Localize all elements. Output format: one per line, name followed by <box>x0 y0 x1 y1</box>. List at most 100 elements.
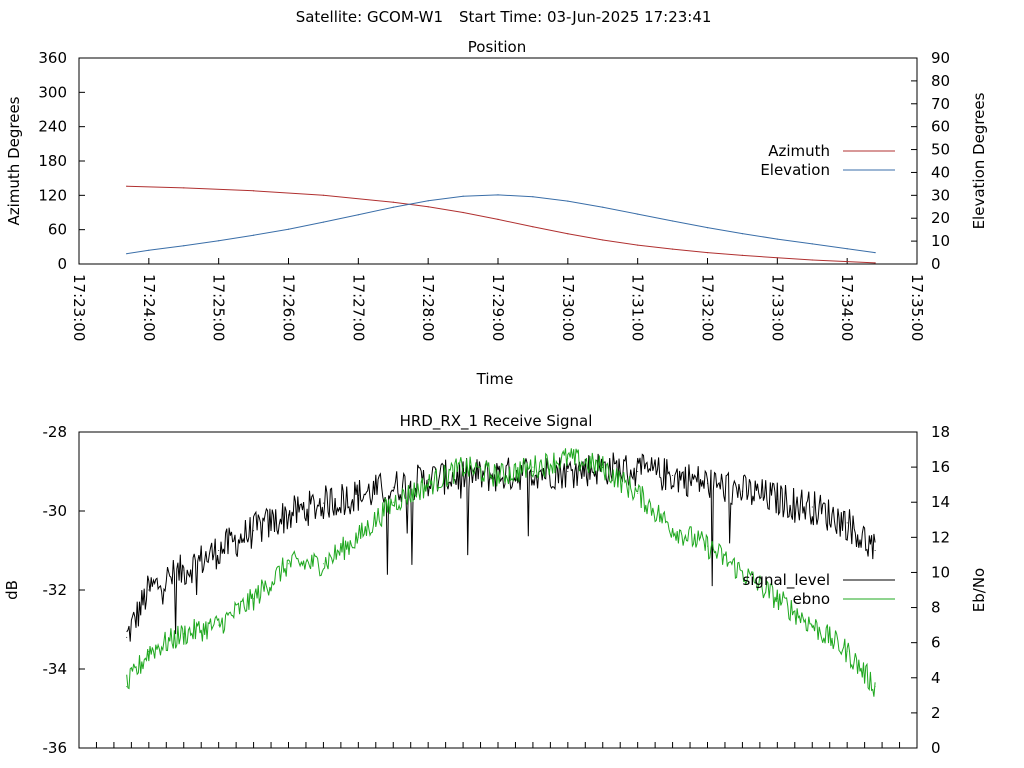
data-point-signal_level <box>672 475 674 476</box>
data-point-ebno <box>148 650 150 652</box>
data-point-signal_level <box>253 530 255 532</box>
ebno-tick-label: 18 <box>931 423 950 441</box>
data-point-ebno <box>253 598 255 600</box>
data-point-elevation <box>126 253 128 255</box>
data-point-elevation <box>811 243 813 245</box>
series-line-azimuth <box>126 185 876 264</box>
data-point-ebno <box>183 633 185 635</box>
azimuth-tick-label: 300 <box>38 83 67 101</box>
data-point-signal_level <box>741 490 743 492</box>
elevation-tick-label: 50 <box>931 141 950 159</box>
data-point-azimuth <box>672 248 674 250</box>
data-point-elevation <box>602 206 604 208</box>
time-tick-label: 17:28:00 <box>419 274 437 341</box>
position-legend: Azimuth Elevation <box>760 142 895 179</box>
data-point-elevation <box>874 252 876 254</box>
db-tick-label: -32 <box>43 581 68 599</box>
signal-series <box>126 448 876 697</box>
ebno-tick-label: 0 <box>931 739 941 757</box>
azimuth-tick-label: 180 <box>38 152 67 170</box>
data-point-ebno <box>462 466 464 468</box>
data-point-signal_level <box>567 471 569 472</box>
data-point-ebno <box>322 563 324 565</box>
data-point-signal_level <box>846 522 848 524</box>
data-point-signal_level <box>357 494 359 496</box>
data-point-elevation <box>287 228 290 230</box>
time-tick-label: 17:30:00 <box>559 274 577 341</box>
time-tick-label: 17:27:00 <box>349 274 367 341</box>
series-line-signal_level <box>126 452 876 642</box>
data-point-elevation <box>776 238 778 240</box>
db-axis-label: dB <box>3 580 21 600</box>
ebno-tick-label: 12 <box>931 528 950 546</box>
data-point-azimuth <box>532 226 534 228</box>
ebno-tick-label: 10 <box>931 563 950 581</box>
data-point-ebno <box>567 457 569 459</box>
position-ticks: 0 60 120 180 240 300 360 0 10 20 30 40 50 60 70 80 90 17:… <box>38 49 950 341</box>
data-point-azimuth <box>253 190 255 192</box>
data-point-ebno <box>427 484 429 486</box>
data-point-azimuth <box>322 194 324 196</box>
elevation-tick-label: 30 <box>931 186 950 204</box>
data-point-signal_level <box>148 589 150 591</box>
data-point-azimuth <box>874 262 876 264</box>
elevation-tick-label: 0 <box>931 255 941 273</box>
data-point-ebno <box>776 598 778 600</box>
ebno-tick-label: 8 <box>931 599 941 617</box>
data-point-azimuth <box>741 254 744 256</box>
time-tick-label: 17:31:00 <box>629 274 647 341</box>
ebno-tick-label: 16 <box>931 458 950 476</box>
data-point-signal_level <box>707 482 708 484</box>
data-point-azimuth <box>567 233 569 235</box>
data-point-azimuth <box>126 185 128 187</box>
elevation-tick-label: 90 <box>931 49 950 67</box>
position-series <box>126 185 876 264</box>
signal-chart-title: HRD_RX_1 Receive Signal <box>400 412 593 431</box>
time-tick-label: 17:26:00 <box>280 274 298 341</box>
elevation-tick-label: 20 <box>931 209 950 227</box>
data-point-elevation <box>567 200 569 202</box>
azimuth-axis-label: Azimuth Degrees <box>5 96 23 225</box>
azimuth-tick-label: 240 <box>38 118 67 136</box>
data-point-azimuth <box>706 252 709 254</box>
data-point-signal_level <box>126 636 128 638</box>
signal-ticks: -36 -34 -32 -30 -28 0 2 4 6 8 10 12 14 16 18 <box>43 423 951 757</box>
data-point-elevation <box>183 245 185 247</box>
ebno-tick-label: 2 <box>931 704 941 722</box>
data-point-azimuth <box>392 201 394 203</box>
db-tick-label: -34 <box>43 660 68 678</box>
ebno-tick-label: 14 <box>931 493 950 511</box>
data-point-elevation <box>322 221 324 223</box>
elevation-tick-label: 70 <box>931 95 950 113</box>
data-point-ebno <box>288 563 289 565</box>
series-line-elevation <box>126 194 876 255</box>
position-chart-title: Position <box>468 38 526 56</box>
elevation-tick-label: 80 <box>931 72 950 90</box>
data-point-elevation <box>706 227 709 229</box>
data-point-ebno <box>357 536 359 538</box>
ebno-tick-label: 6 <box>931 634 941 652</box>
data-point-ebno <box>126 686 128 688</box>
data-point-elevation <box>637 213 639 215</box>
data-point-signal_level <box>322 502 324 504</box>
signal-legend: signal_level ebno <box>742 571 895 608</box>
data-point-signal_level <box>288 514 289 516</box>
signal-chart: HRD_RX_1 Receive Signal dB Eb/No -36-34-… <box>3 412 988 757</box>
data-point-signal_level <box>183 569 185 571</box>
db-tick-label: -30 <box>43 502 68 520</box>
data-point-elevation <box>497 194 499 196</box>
data-point-elevation <box>672 220 674 222</box>
position-chart: Position Azimuth Degrees Elevation Degre… <box>5 38 988 388</box>
data-point-ebno <box>392 501 394 503</box>
legend-ebno-label: ebno <box>793 590 830 608</box>
time-tick-label: 17:24:00 <box>140 274 158 341</box>
data-point-azimuth <box>602 239 604 241</box>
data-point-ebno <box>602 466 604 468</box>
data-point-elevation <box>357 214 359 216</box>
legend-signal-level-label: signal_level <box>742 571 830 590</box>
data-point-ebno <box>846 650 848 652</box>
ebno-axis-label: Eb/No <box>970 568 988 612</box>
data-point-elevation <box>253 234 255 236</box>
data-point-azimuth <box>462 211 464 214</box>
time-tick-label: 17:29:00 <box>489 274 507 341</box>
